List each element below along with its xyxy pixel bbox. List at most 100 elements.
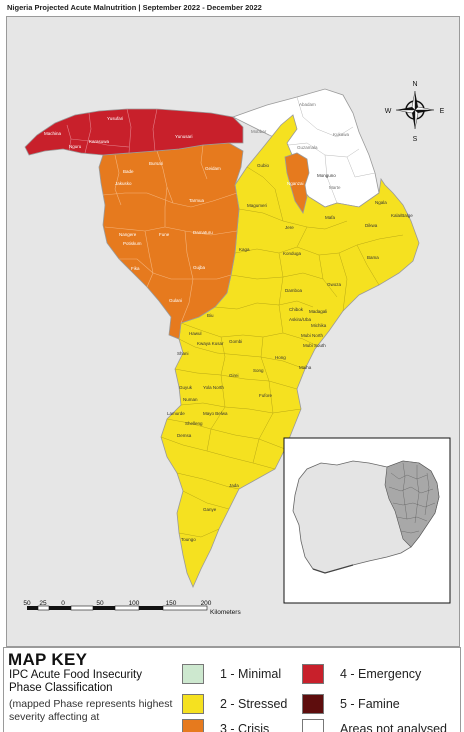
label-yola-north: Yola North bbox=[203, 385, 224, 390]
compass-s: S bbox=[413, 136, 418, 143]
label-nganzai: Nganzai bbox=[287, 181, 304, 186]
inset-map bbox=[283, 437, 451, 604]
legend-item-famine: 5 - Famine bbox=[302, 694, 400, 714]
inset-northeast-highlight bbox=[384, 460, 440, 548]
label-yunusari: Yunusari bbox=[175, 134, 193, 139]
label-girei: Girei bbox=[229, 373, 239, 378]
scale-tick-3: 50 bbox=[96, 600, 104, 607]
label-damaturu: Damaturu bbox=[193, 230, 213, 235]
map-key-title: MAP KEY bbox=[8, 650, 88, 669]
map-frame: Yusufari Yunusari Machina Nguru Karasuwa… bbox=[6, 16, 460, 647]
scale-tick-0: 50 bbox=[23, 600, 31, 607]
legend-swatch-crisis bbox=[182, 719, 204, 732]
label-machina: Machina bbox=[44, 131, 62, 136]
legend-swatch-stressed bbox=[182, 694, 204, 714]
label-gubio: Gubio bbox=[257, 163, 270, 168]
map-canvas: Yusufari Yunusari Machina Nguru Karasuwa… bbox=[23, 81, 451, 616]
label-nguru: Nguru bbox=[69, 144, 82, 149]
label-fufore: Fufore bbox=[259, 393, 273, 398]
label-hawul: Hawul bbox=[189, 331, 202, 336]
map-key: MAP KEY IPC Acute Food Insecurity Phase … bbox=[3, 647, 461, 732]
label-konduga: Konduga bbox=[283, 251, 302, 256]
inset-coastline bbox=[312, 564, 354, 574]
label-marte: Marte bbox=[329, 185, 341, 190]
scale-unit: Kilometers bbox=[210, 609, 241, 616]
scale-tick-6: 200 bbox=[201, 600, 212, 607]
label-chibok: Chibok bbox=[289, 307, 304, 312]
label-kaga: Kaga bbox=[239, 247, 250, 252]
legend-label-crisis: 3 - Crisis bbox=[220, 722, 270, 732]
label-gujba: Gujba bbox=[193, 265, 206, 270]
crisis-boundaries bbox=[102, 144, 238, 324]
legend-swatch-minimal bbox=[182, 664, 204, 684]
compass-n: N bbox=[412, 81, 417, 88]
label-jakusko: Jakusko bbox=[115, 181, 132, 186]
legend-label-minimal: 1 - Minimal bbox=[220, 667, 282, 681]
label-mayo-belwa: Mayo Belwa bbox=[203, 411, 228, 416]
label-gombi: Gombi bbox=[229, 339, 242, 344]
label-biu: Biu bbox=[207, 313, 214, 318]
label-monguno: Monguno bbox=[317, 173, 336, 178]
region-emergency bbox=[24, 108, 244, 156]
label-maiha: Maiha bbox=[299, 365, 312, 370]
label-nangere: Nangere bbox=[119, 232, 137, 237]
map-key-note: (mapped Phase represents highest severit… bbox=[9, 698, 173, 723]
label-kukawa: Kukawa bbox=[333, 132, 350, 137]
label-yusufari: Yusufari bbox=[107, 116, 123, 121]
label-geidam: Geidam bbox=[205, 166, 221, 171]
compass-e: E bbox=[440, 108, 445, 115]
legend-swatch-not-analysed bbox=[302, 719, 324, 732]
label-askira-uba: Askira/Uba bbox=[289, 317, 312, 322]
legend-item-stressed: 2 - Stressed bbox=[182, 694, 287, 714]
map-key-subtitle: IPC Acute Food Insecurity Phase Classifi… bbox=[9, 669, 142, 694]
label-jere: Jere bbox=[285, 225, 294, 230]
label-mubi-north: Mubi North bbox=[301, 333, 324, 338]
legend-item-emergency: 4 - Emergency bbox=[302, 664, 421, 684]
label-abadam: Abadam bbox=[299, 102, 316, 107]
label-guyuk: Guyuk bbox=[179, 385, 193, 390]
label-magumeri: Magumeri bbox=[247, 203, 267, 208]
legend-item-crisis: 3 - Crisis bbox=[182, 719, 269, 732]
label-damboa: Damboa bbox=[285, 288, 303, 293]
compass-icon: N S E W bbox=[385, 81, 445, 143]
stressed-boundaries bbox=[160, 166, 404, 538]
scale-tick-1: 25 bbox=[39, 600, 47, 607]
label-numan: Numan bbox=[183, 397, 198, 402]
label-fune: Fune bbox=[159, 232, 170, 237]
legend-label-stressed: 2 - Stressed bbox=[220, 697, 288, 711]
legend-item-minimal: 1 - Minimal bbox=[182, 664, 281, 684]
label-mubi-south: Mubi South bbox=[303, 343, 326, 348]
label-bade: Bade bbox=[123, 169, 134, 174]
region-crisis-ngamdu bbox=[284, 152, 310, 214]
scale-bar: 50 25 0 50 100 150 200 Kilometers bbox=[23, 600, 241, 616]
label-bama: Bama bbox=[367, 255, 379, 260]
legend-label-not-analysed: Areas not analysed bbox=[340, 722, 448, 732]
label-dikwa: Dikwa bbox=[365, 223, 378, 228]
label-gwoza: Gwoza bbox=[327, 282, 342, 287]
label-mafa: Mafa bbox=[325, 215, 336, 220]
label-gulani: Gulani bbox=[169, 298, 182, 303]
legend-swatch-famine bbox=[302, 694, 324, 714]
label-potiskum: Potiskum bbox=[123, 241, 142, 246]
label-jada: Jada bbox=[229, 483, 239, 488]
label-kala-balge: Kala/Balge bbox=[391, 213, 413, 218]
label-fika: Fika bbox=[131, 266, 140, 271]
label-tarmua: Tarmua bbox=[189, 198, 205, 203]
label-lamurde: Lamurde bbox=[167, 411, 185, 416]
emergency-boundaries bbox=[66, 108, 158, 154]
label-ganye: Ganye bbox=[203, 507, 217, 512]
legend-item-not-analysed: Areas not analysed bbox=[302, 719, 447, 732]
scale-tick-2: 0 bbox=[61, 600, 65, 607]
label-shani: Shani bbox=[177, 351, 189, 356]
compass-w: W bbox=[385, 108, 392, 115]
label-hong: Hong bbox=[275, 355, 286, 360]
legend-label-emergency: 4 - Emergency bbox=[340, 667, 422, 681]
legend-label-famine: 5 - Famine bbox=[340, 697, 400, 711]
inset-lga-boundaries bbox=[388, 462, 436, 534]
label-kwaya-kusar: Kwaya Kusar bbox=[197, 341, 224, 346]
label-song: Song bbox=[253, 368, 264, 373]
label-michika: Michika bbox=[311, 323, 327, 328]
scale-tick-5: 150 bbox=[166, 600, 177, 607]
label-shelleng: Shelleng bbox=[185, 421, 203, 426]
legend-swatch-emergency bbox=[302, 664, 324, 684]
